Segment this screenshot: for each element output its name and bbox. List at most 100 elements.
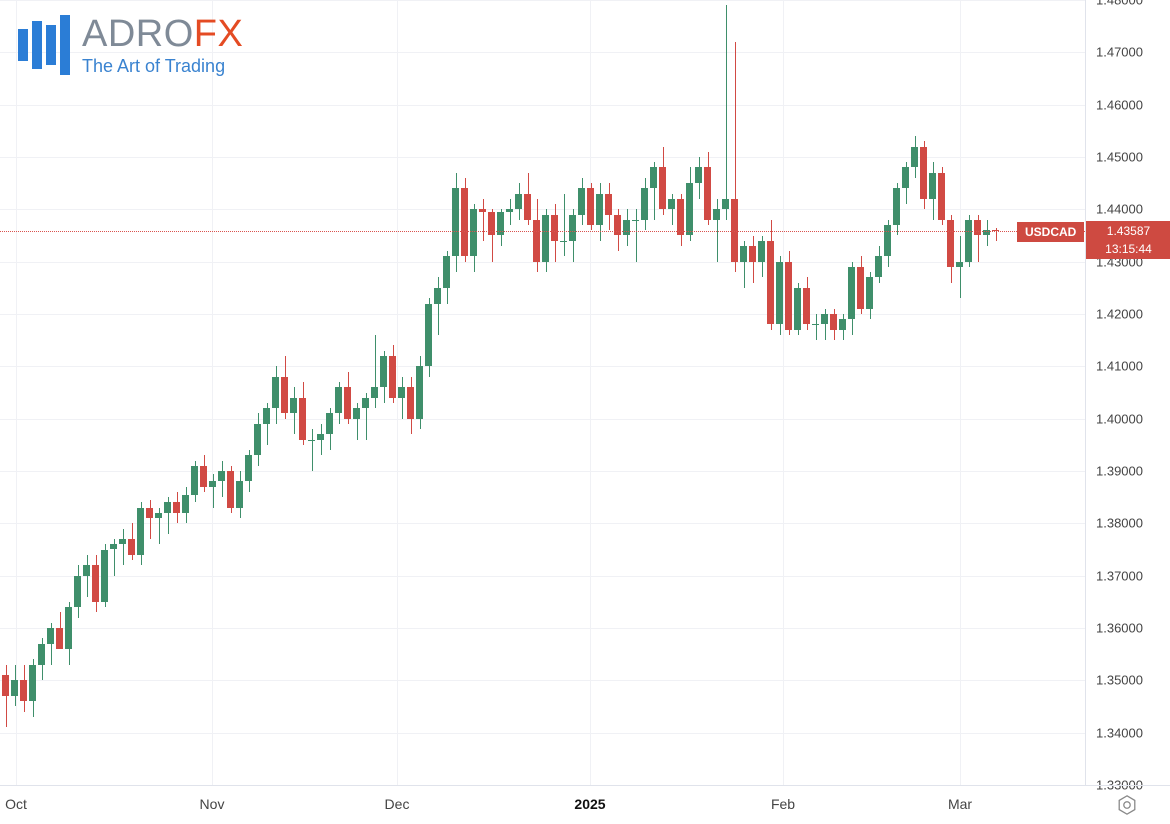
h-gridline <box>0 628 1085 629</box>
candle-body <box>884 225 891 256</box>
candle-body <box>767 241 774 325</box>
candle-body <box>65 607 72 649</box>
y-tick-label: 1.34000 <box>1096 725 1143 740</box>
candle-body <box>326 413 333 434</box>
h-gridline <box>0 733 1085 734</box>
candle-body <box>344 387 351 418</box>
candle-body <box>11 680 18 696</box>
candle-body <box>200 466 207 487</box>
candle-body <box>848 267 855 319</box>
symbol-badge[interactable]: USDCAD <box>1017 222 1084 242</box>
candle-body <box>974 220 981 236</box>
h-gridline <box>0 576 1085 577</box>
candle-body <box>119 539 126 544</box>
candle-body <box>92 565 99 602</box>
candle-body <box>830 314 837 330</box>
candle-body <box>686 183 693 235</box>
y-tick-label: 1.40000 <box>1096 411 1143 426</box>
candle-body <box>236 481 243 507</box>
y-tick-label: 1.35000 <box>1096 673 1143 688</box>
candle-body <box>470 209 477 256</box>
x-tick-label: Oct <box>5 796 27 812</box>
candle-body <box>587 188 594 225</box>
h-gridline <box>0 0 1085 1</box>
candle-wick <box>6 665 7 728</box>
candle-body <box>524 194 531 220</box>
candle-body <box>263 408 270 424</box>
y-axis[interactable]: 1.480001.470001.460001.450001.440001.430… <box>1085 0 1170 785</box>
h-gridline <box>0 262 1085 263</box>
countdown-badge: 13:15:44 <box>1086 239 1170 259</box>
candle-body <box>560 241 567 242</box>
candle-body <box>785 262 792 330</box>
candle-body <box>308 440 315 441</box>
y-tick-label: 1.44000 <box>1096 202 1143 217</box>
candle-body <box>128 539 135 555</box>
candle-body <box>533 220 540 262</box>
candle-body <box>29 665 36 702</box>
candle-body <box>956 262 963 267</box>
v-gridline <box>783 0 784 785</box>
candle-body <box>866 277 873 308</box>
candle-body <box>542 215 549 262</box>
candle-body <box>398 387 405 397</box>
candle-wick <box>402 377 403 419</box>
candle-body <box>20 680 27 701</box>
y-tick-label: 1.36000 <box>1096 621 1143 636</box>
candle-body <box>479 209 486 212</box>
candle-body <box>569 215 576 241</box>
logo-subtitle: The Art of Trading <box>82 57 243 76</box>
v-gridline <box>590 0 591 785</box>
candle-wick <box>150 500 151 539</box>
candle-body <box>101 550 108 602</box>
candle-body <box>173 502 180 512</box>
candle-body <box>452 188 459 256</box>
candle-body <box>803 288 810 325</box>
candle-body <box>425 304 432 367</box>
v-gridline <box>16 0 17 785</box>
chart-container: 1.480001.470001.460001.450001.440001.430… <box>0 0 1170 824</box>
candle-wick <box>636 209 637 261</box>
logo-text: ADROFX The Art of Trading <box>82 15 243 76</box>
candle-body <box>497 212 504 236</box>
y-tick-label: 1.47000 <box>1096 45 1143 60</box>
candle-body <box>110 544 117 549</box>
candle-wick <box>510 199 511 225</box>
candle-body <box>353 408 360 418</box>
x-tick-label: Mar <box>948 796 972 812</box>
candle-body <box>191 466 198 495</box>
y-tick-label: 1.37000 <box>1096 568 1143 583</box>
candle-body <box>704 167 711 219</box>
candle-body <box>641 188 648 219</box>
y-tick-label: 1.46000 <box>1096 97 1143 112</box>
plot-area[interactable] <box>0 0 1085 785</box>
candle-wick <box>726 5 727 220</box>
candle-body <box>56 628 63 649</box>
candle-body <box>695 167 702 183</box>
candle-body <box>380 356 387 387</box>
candle-body <box>758 241 765 262</box>
candle-body <box>614 215 621 236</box>
x-axis[interactable]: OctNovDec2025FebMar <box>0 785 1170 824</box>
y-tick-label: 1.38000 <box>1096 516 1143 531</box>
x-tick-label: Feb <box>771 796 795 812</box>
candle-body <box>821 314 828 324</box>
candle-body <box>623 220 630 236</box>
candle-body <box>182 495 189 513</box>
candle-body <box>713 209 720 219</box>
candle-wick <box>87 555 88 597</box>
candle-body <box>254 424 261 455</box>
y-tick-label: 1.39000 <box>1096 464 1143 479</box>
candle-body <box>443 256 450 287</box>
candle-body <box>740 246 747 262</box>
candle-body <box>461 188 468 256</box>
candle-wick <box>213 474 214 508</box>
candle-body <box>650 167 657 188</box>
candle-body <box>299 398 306 440</box>
candle-body <box>965 220 972 262</box>
v-gridline <box>212 0 213 785</box>
h-gridline <box>0 471 1085 472</box>
candle-body <box>596 194 603 225</box>
settings-icon[interactable] <box>1116 794 1138 816</box>
candle-wick <box>321 424 322 455</box>
